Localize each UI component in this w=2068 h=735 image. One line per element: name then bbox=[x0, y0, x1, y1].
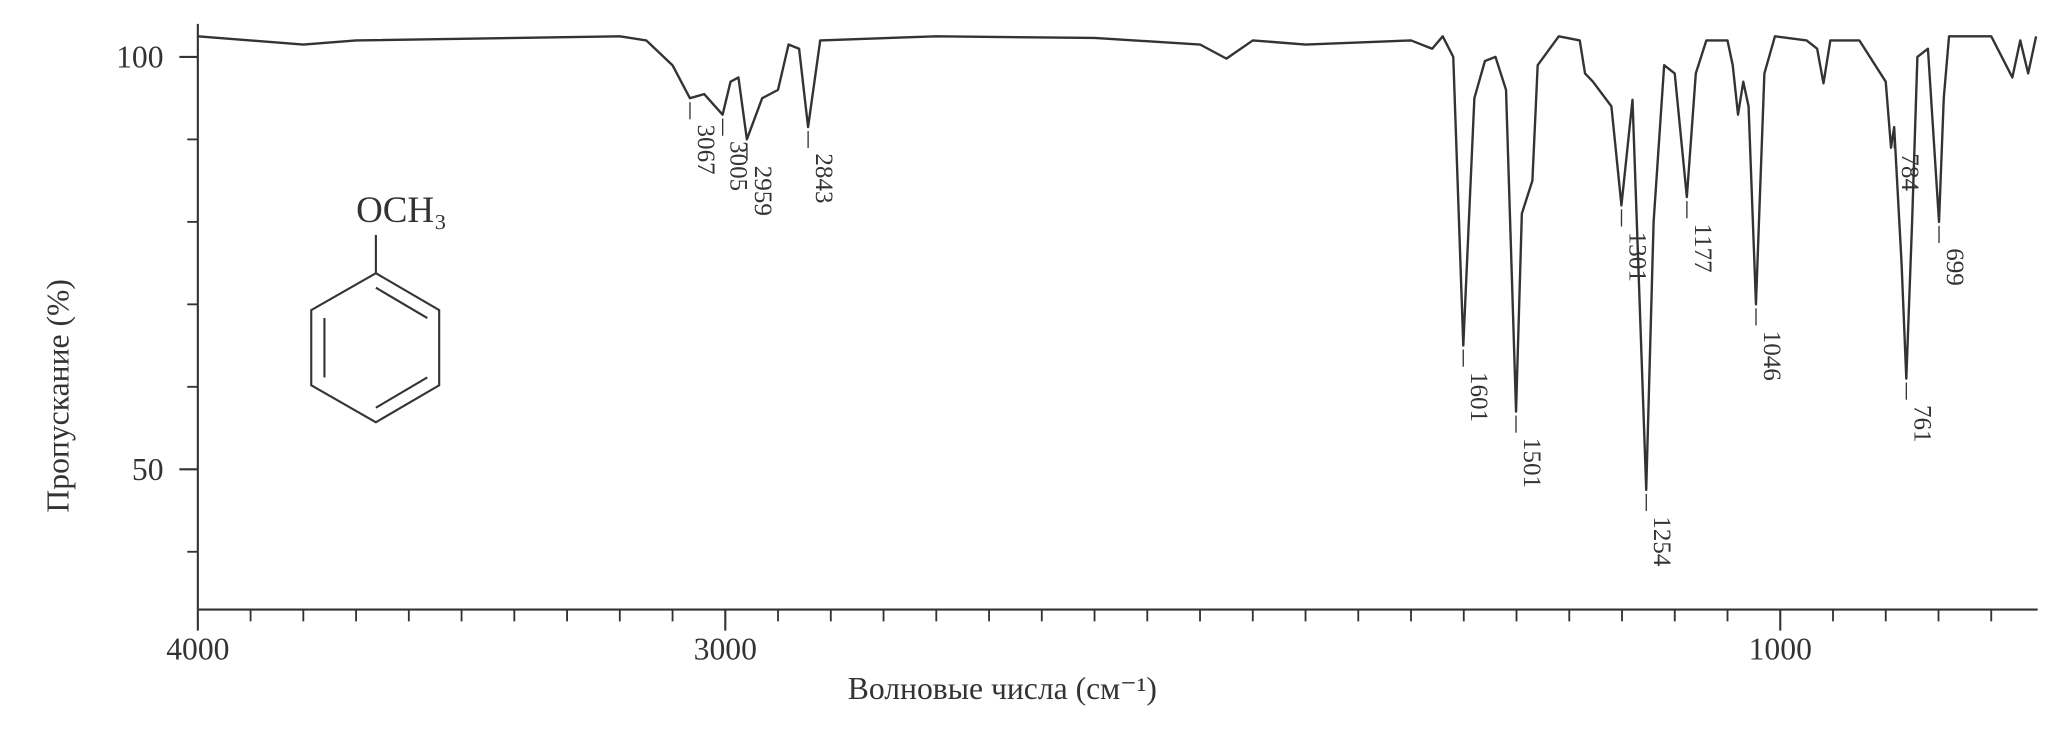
peak-label: 2959 bbox=[749, 166, 776, 216]
peak-label: 761 bbox=[1908, 405, 1935, 443]
x-tick-label: 4000 bbox=[166, 632, 229, 667]
benzene-ring bbox=[310, 234, 441, 424]
y-tick-label: 50 bbox=[132, 452, 164, 487]
peak-label: 784 bbox=[1896, 153, 1923, 191]
peak-label: 1301 bbox=[1623, 232, 1650, 282]
peak-label: 1601 bbox=[1465, 372, 1492, 422]
x-axis-title: Волновые числа (см⁻¹) bbox=[848, 671, 1157, 706]
spectrum-line bbox=[197, 35, 2038, 492]
peak-label: 1254 bbox=[1648, 516, 1675, 567]
x-tick-label: 3000 bbox=[694, 632, 757, 667]
peak-label: 699 bbox=[1941, 248, 1968, 286]
structure-label: OCH₃ bbox=[356, 189, 447, 230]
y-axis-title: Пропускание (%) bbox=[41, 279, 76, 512]
y-tick-label: 100 bbox=[116, 39, 163, 74]
x-tick-label: 1000 bbox=[1749, 632, 1812, 667]
peak-label: 1046 bbox=[1758, 331, 1785, 381]
peak-label: 3067 bbox=[692, 125, 719, 175]
peak-label: 1177 bbox=[1689, 224, 1716, 273]
peak-label: 2843 bbox=[810, 153, 837, 203]
peak-label: 1501 bbox=[1518, 438, 1545, 488]
